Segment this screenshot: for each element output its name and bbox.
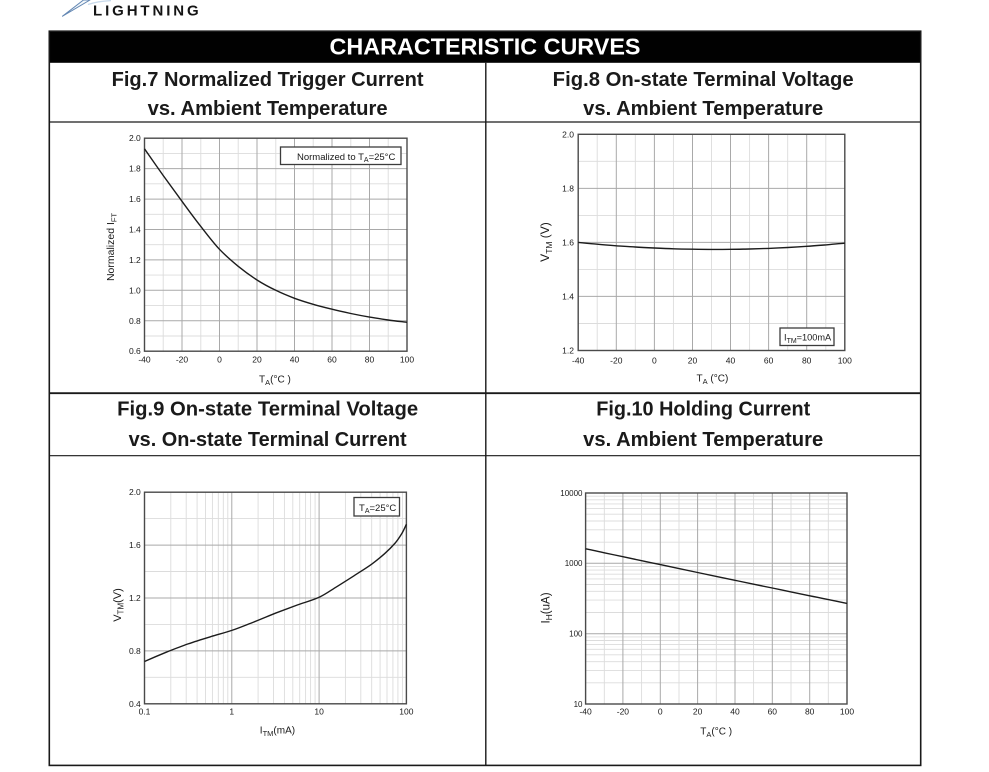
svg-text:20: 20 <box>252 355 262 365</box>
svg-text:80: 80 <box>365 355 375 365</box>
svg-text:Fig.9 On-state Terminal Voltag: Fig.9 On-state Terminal Voltage <box>117 398 418 420</box>
svg-text:Fig.10 Holding Current: Fig.10 Holding Current <box>596 398 810 420</box>
svg-text:1.4: 1.4 <box>562 292 574 302</box>
svg-text:0.1: 0.1 <box>139 707 151 717</box>
svg-text:TA (°C): TA (°C) <box>697 374 729 386</box>
svg-text:vs. On-state Terminal Current: vs. On-state Terminal Current <box>129 429 407 451</box>
svg-text:0.8: 0.8 <box>129 316 141 326</box>
svg-text:40: 40 <box>730 707 740 717</box>
svg-text:vs. Ambient Temperature: vs. Ambient Temperature <box>148 98 388 120</box>
svg-text:60: 60 <box>768 707 778 717</box>
svg-text:-20: -20 <box>610 355 623 365</box>
svg-text:ITM=100mA: ITM=100mA <box>784 333 832 345</box>
svg-text:-20: -20 <box>617 707 630 717</box>
svg-text:100: 100 <box>400 355 414 365</box>
svg-text:100: 100 <box>838 355 852 365</box>
svg-text:1.8: 1.8 <box>129 164 141 174</box>
svg-text:0.6: 0.6 <box>129 346 141 356</box>
svg-text:1.2: 1.2 <box>129 255 141 265</box>
svg-text:-40: -40 <box>138 355 151 365</box>
svg-text:1.4: 1.4 <box>129 225 141 235</box>
svg-text:Normalized IFT: Normalized IFT <box>105 213 118 282</box>
svg-text:vs. Ambient Temperature: vs. Ambient Temperature <box>583 98 823 120</box>
svg-text:60: 60 <box>764 355 774 365</box>
svg-text:100: 100 <box>569 630 583 639</box>
svg-text:1: 1 <box>229 707 234 717</box>
svg-text:10: 10 <box>574 700 583 709</box>
svg-text:0.4: 0.4 <box>129 699 141 709</box>
svg-text:10000: 10000 <box>560 489 583 498</box>
svg-text:-40: -40 <box>579 707 592 717</box>
svg-text:1.6: 1.6 <box>129 194 141 204</box>
svg-text:Fig.8 On-state Terminal Voltag: Fig.8 On-state Terminal Voltage <box>553 69 854 91</box>
svg-text:Fig.7 Normalized Trigger Curre: Fig.7 Normalized Trigger Current <box>112 69 424 91</box>
svg-text:40: 40 <box>290 355 300 365</box>
svg-text:0: 0 <box>658 707 663 717</box>
svg-text:20: 20 <box>688 355 698 365</box>
svg-text:0: 0 <box>217 355 222 365</box>
svg-text:TA(°C ): TA(°C ) <box>259 375 291 387</box>
svg-text:2.0: 2.0 <box>129 133 141 143</box>
svg-text:TA(°C ): TA(°C ) <box>700 727 732 739</box>
svg-text:20: 20 <box>693 707 703 717</box>
svg-text:Normalized to TA=25°C: Normalized to TA=25°C <box>297 152 395 164</box>
svg-text:CHARACTERISTIC CURVES: CHARACTERISTIC CURVES <box>330 34 641 60</box>
svg-text:60: 60 <box>327 355 337 365</box>
svg-text:40: 40 <box>726 355 736 365</box>
svg-text:VTM (V): VTM (V) <box>538 222 554 262</box>
svg-text:2.0: 2.0 <box>129 487 141 497</box>
svg-text:1.6: 1.6 <box>129 540 141 550</box>
svg-text:80: 80 <box>805 707 815 717</box>
svg-text:1.8: 1.8 <box>562 183 574 193</box>
svg-text:10: 10 <box>314 707 324 717</box>
svg-text:1.6: 1.6 <box>562 237 574 247</box>
svg-text:0: 0 <box>652 355 657 365</box>
svg-text:TA=25°C: TA=25°C <box>359 503 396 515</box>
svg-text:100: 100 <box>840 707 854 717</box>
svg-text:2.0: 2.0 <box>562 129 574 139</box>
svg-text:0.8: 0.8 <box>129 646 141 656</box>
svg-text:100: 100 <box>399 707 413 717</box>
svg-text:-40: -40 <box>572 355 585 365</box>
svg-text:1000: 1000 <box>565 559 583 568</box>
svg-text:1.0: 1.0 <box>129 285 141 295</box>
svg-text:1.2: 1.2 <box>562 346 574 356</box>
svg-text:1.2: 1.2 <box>129 593 141 603</box>
svg-text:LIGHTNING: LIGHTNING <box>93 3 202 20</box>
svg-text:80: 80 <box>802 355 812 365</box>
svg-text:vs. Ambient Temperature: vs. Ambient Temperature <box>583 429 823 451</box>
svg-text:IH(uA): IH(uA) <box>541 592 555 623</box>
svg-text:ITM(mA): ITM(mA) <box>260 726 295 738</box>
svg-text:-20: -20 <box>176 355 189 365</box>
